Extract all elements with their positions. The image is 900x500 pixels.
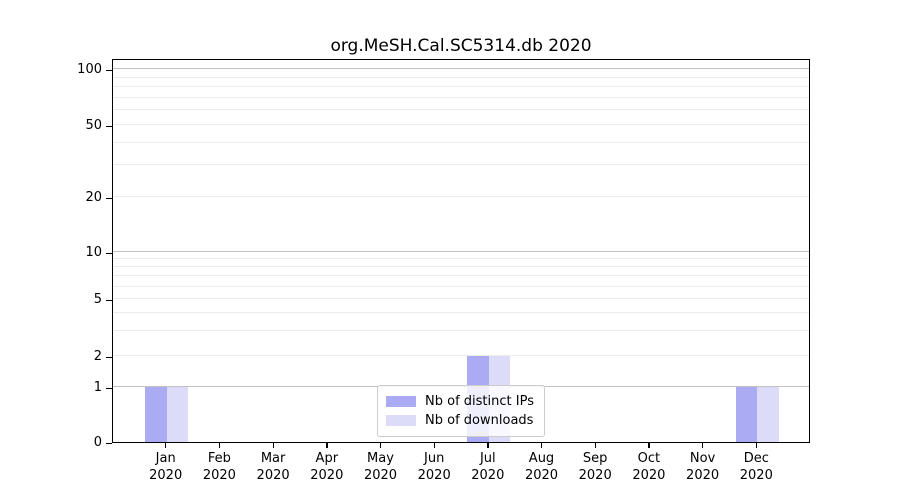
x-tick-label: Dec 2020	[724, 450, 788, 484]
x-tick-label: Jun 2020	[402, 450, 466, 484]
x-tick-month: Mar	[260, 451, 286, 466]
legend-entry-downloads: Nb of downloads	[386, 411, 534, 430]
x-tick-month: Dec	[743, 451, 769, 466]
gridline-minor	[113, 285, 809, 287]
x-tick-month: Apr	[315, 451, 339, 466]
x-tick-year: 2020	[310, 468, 344, 483]
x-tick-month: Nov	[689, 451, 716, 466]
gridline-major	[113, 251, 809, 252]
y-tick-mark	[106, 69, 112, 71]
gridline-minor	[113, 275, 809, 277]
gridline-minor	[113, 141, 809, 143]
x-tick-label: Apr 2020	[295, 450, 359, 484]
gridline-minor	[113, 124, 809, 125]
y-tick-label: 20	[85, 190, 102, 205]
x-tick-year: 2020	[739, 468, 773, 483]
gridline-minor	[113, 311, 809, 313]
legend: Nb of distinct IPs Nb of downloads	[377, 385, 545, 437]
x-tick-mark	[326, 443, 328, 448]
x-tick-year: 2020	[578, 468, 612, 483]
x-tick-mark	[272, 443, 274, 448]
gridline-minor	[113, 109, 809, 111]
x-tick-label: May 2020	[349, 450, 413, 484]
y-tick-mark	[106, 356, 112, 358]
y-tick-label: 50	[85, 118, 102, 133]
x-tick-year: 2020	[363, 468, 398, 483]
legend-swatch-downloads	[386, 415, 417, 426]
y-tick-label: 0	[93, 435, 102, 450]
gridline-minor	[113, 86, 809, 87]
x-tick-mark	[165, 443, 167, 448]
x-tick-label: Mar 2020	[241, 450, 305, 484]
y-tick-mark	[106, 125, 112, 127]
bar-distinct-ips	[735, 387, 758, 442]
x-tick-label: Oct 2020	[617, 450, 681, 484]
x-tick-year: 2020	[149, 468, 183, 483]
legend-label-downloads: Nb of downloads	[425, 413, 534, 428]
gridline-minor	[113, 298, 809, 299]
x-tick-month: Aug	[528, 451, 555, 466]
x-tick-mark	[218, 443, 221, 448]
y-tick-mark	[106, 387, 112, 389]
x-tick-label: Nov 2020	[671, 450, 735, 484]
x-tick-mark	[433, 443, 435, 448]
y-tick-mark	[106, 252, 112, 254]
x-tick-mark	[594, 443, 596, 448]
y-tick-label: 1	[93, 380, 102, 395]
y-tick-mark	[106, 442, 112, 444]
y-tick-mark	[106, 299, 112, 301]
gridline-minor	[113, 76, 809, 78]
x-tick-month: Jan	[155, 451, 176, 466]
y-tick-mark	[106, 197, 112, 199]
bar-distinct-ips	[145, 387, 167, 442]
gridline-minor	[113, 355, 809, 356]
x-tick-mark	[487, 443, 489, 448]
x-tick-month: May	[367, 451, 394, 466]
legend-entry-distinct-ips: Nb of distinct IPs	[386, 392, 534, 411]
y-tick-label: 100	[77, 62, 102, 77]
x-tick-label: Aug 2020	[510, 450, 574, 484]
legend-swatch-distinct-ips	[386, 396, 417, 407]
x-tick-month: Jul	[479, 451, 496, 466]
x-tick-mark	[541, 443, 543, 448]
x-tick-label: Feb 2020	[187, 450, 251, 484]
plot-area: Nb of distinct IPs Nb of downloads	[112, 59, 810, 443]
gridline-minor	[113, 266, 809, 268]
x-tick-year: 2020	[202, 468, 236, 483]
x-tick-month: Sep	[582, 451, 608, 466]
x-tick-year: 2020	[686, 468, 720, 483]
bar-downloads	[757, 387, 779, 442]
x-tick-label: Sep 2020	[563, 450, 627, 484]
y-tick-label: 10	[85, 245, 102, 260]
y-tick-label: 2	[93, 349, 102, 364]
legend-label-distinct-ips: Nb of distinct IPs	[425, 394, 534, 409]
gridline-minor	[113, 196, 809, 197]
x-tick-year: 2020	[524, 468, 559, 483]
gridline-major	[113, 68, 809, 69]
gridline-minor	[113, 96, 809, 98]
x-tick-year: 2020	[632, 468, 666, 483]
x-tick-year: 2020	[471, 468, 505, 483]
x-tick-month: Oct	[637, 451, 661, 466]
x-tick-mark	[702, 443, 704, 448]
x-tick-month: Jun	[424, 451, 445, 466]
x-tick-mark	[380, 443, 382, 448]
x-tick-year: 2020	[256, 468, 290, 483]
x-tick-mark	[755, 443, 758, 448]
gridline-minor	[113, 329, 809, 331]
gridline-minor	[113, 258, 809, 260]
y-tick-label: 5	[93, 292, 102, 307]
x-tick-mark	[648, 443, 650, 448]
bar-downloads	[166, 387, 189, 442]
x-tick-month: Feb	[207, 451, 231, 466]
x-tick-label: Jul 2020	[456, 450, 520, 484]
x-tick-year: 2020	[417, 468, 451, 483]
x-tick-label: Jan 2020	[134, 450, 198, 484]
gridline-minor	[113, 164, 809, 166]
chart-title: org.MeSH.Cal.SC5314.db 2020	[330, 36, 592, 56]
